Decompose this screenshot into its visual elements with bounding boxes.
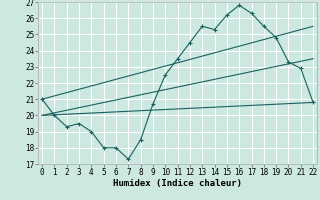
X-axis label: Humidex (Indice chaleur): Humidex (Indice chaleur) — [113, 179, 242, 188]
